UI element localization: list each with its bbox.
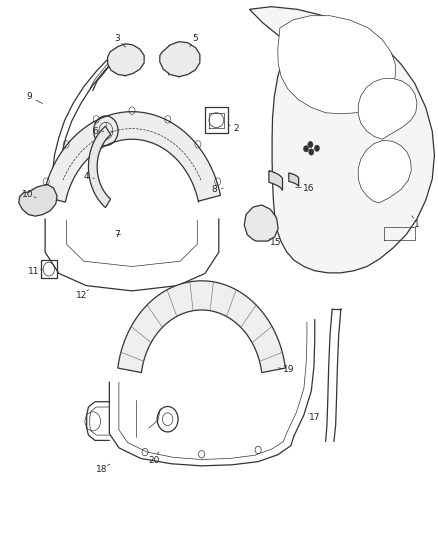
Polygon shape [118,281,286,373]
Text: 7: 7 [114,230,120,239]
Circle shape [304,146,309,152]
Text: 16: 16 [303,183,314,192]
Text: 18: 18 [96,465,107,473]
Polygon shape [358,140,411,203]
Text: 1: 1 [414,220,420,229]
Polygon shape [244,205,278,241]
Text: 15: 15 [270,238,281,247]
Text: 17: 17 [309,413,321,422]
Circle shape [314,145,320,151]
Text: 12: 12 [76,291,88,300]
Text: 9: 9 [27,92,32,101]
Text: 19: 19 [283,366,294,374]
Polygon shape [43,112,220,202]
Polygon shape [250,7,434,273]
Text: 5: 5 [192,34,198,43]
Text: 10: 10 [22,190,33,199]
Circle shape [309,149,314,155]
Polygon shape [278,15,395,114]
Text: 4: 4 [84,172,89,181]
Polygon shape [289,173,299,186]
Text: 3: 3 [114,34,120,43]
Circle shape [308,141,313,148]
Text: 6: 6 [92,127,98,136]
Polygon shape [160,42,200,77]
Polygon shape [88,126,110,207]
Polygon shape [19,184,57,216]
Text: 8: 8 [212,185,218,194]
Text: 20: 20 [148,456,159,465]
Polygon shape [108,44,144,76]
Polygon shape [269,171,283,190]
Polygon shape [358,78,417,139]
Text: 2: 2 [233,124,239,133]
Text: 11: 11 [28,268,40,276]
